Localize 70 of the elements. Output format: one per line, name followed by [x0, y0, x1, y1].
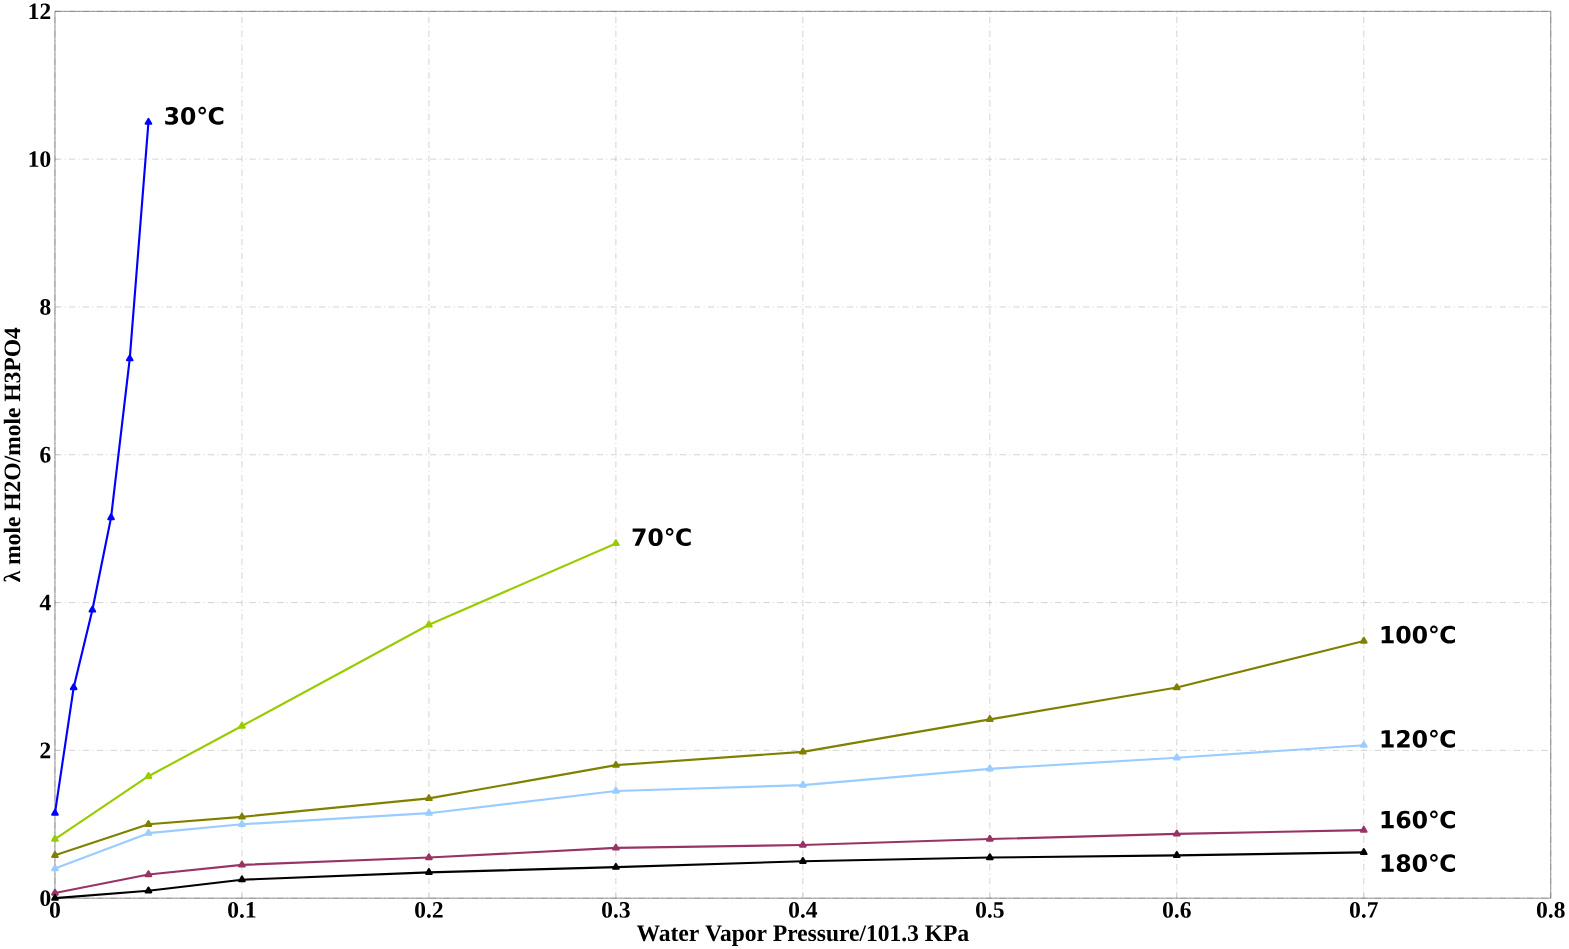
- point: [51, 893, 59, 901]
- point: [144, 117, 153, 125]
- x-tick-label: 0.2: [415, 901, 443, 918]
- point: [107, 513, 115, 521]
- point: [238, 812, 246, 820]
- point: [799, 780, 807, 788]
- point: [144, 771, 153, 779]
- point: [799, 840, 807, 848]
- point: [1359, 825, 1368, 833]
- point: [612, 760, 620, 768]
- point: [238, 819, 246, 827]
- point: [425, 808, 433, 816]
- point: [425, 620, 433, 628]
- point: [238, 721, 246, 729]
- series-label: 180℃: [1381, 853, 1455, 872]
- point: [238, 860, 246, 868]
- y-tick-label: 8: [40, 298, 51, 315]
- point: [425, 793, 433, 801]
- point: [425, 853, 433, 860]
- point: [1172, 753, 1181, 761]
- series-label: 70℃: [632, 527, 691, 546]
- point: [51, 864, 59, 872]
- point: [799, 747, 807, 755]
- point: [612, 538, 620, 546]
- point: [1359, 740, 1368, 748]
- x-tick-label: 0.1: [228, 901, 256, 918]
- y-tick-label: 0: [40, 890, 51, 906]
- point: [985, 834, 994, 842]
- point: [425, 867, 433, 875]
- point: [985, 764, 994, 772]
- point: [144, 886, 153, 894]
- point: [51, 850, 59, 858]
- point: [612, 786, 620, 794]
- x-tick-label: 0.7: [1349, 901, 1378, 918]
- series-label: 100℃: [1381, 625, 1455, 644]
- point: [69, 683, 78, 691]
- point: [612, 862, 620, 870]
- point: [51, 834, 59, 842]
- y-tick-label: 12: [29, 3, 51, 19]
- point: [88, 605, 97, 613]
- x-axis-title: Water Vapor Pressure/101.3 KPa: [636, 925, 969, 946]
- point: [985, 714, 994, 722]
- point: [1359, 847, 1368, 855]
- x-tick-label: 0.3: [602, 901, 630, 918]
- point: [125, 354, 134, 362]
- x-tick-label: 0.6: [1163, 901, 1191, 918]
- point: [799, 856, 807, 864]
- y-tick-label: 2: [40, 742, 51, 758]
- point: [144, 819, 153, 827]
- series-label: 160℃: [1381, 810, 1455, 829]
- y-tick-label: 10: [29, 150, 51, 167]
- y-axis-title: λ mole H2O/mole H3PO4: [3, 327, 21, 582]
- point: [51, 888, 59, 896]
- x-tick-label: 0.8: [1536, 901, 1565, 918]
- x-tick-label: 0.5: [976, 901, 1004, 918]
- series-label: 30℃: [165, 106, 224, 125]
- series-label: 120℃: [1381, 729, 1455, 748]
- point: [985, 853, 994, 860]
- y-tick-label: 4: [39, 594, 51, 611]
- point: [238, 875, 246, 883]
- x-tick-label: 0.4: [789, 901, 818, 918]
- point: [1359, 636, 1368, 644]
- point: [612, 843, 620, 851]
- point: [1172, 829, 1181, 837]
- y-tick-label: 6: [40, 446, 51, 463]
- point: [1172, 850, 1181, 858]
- point: [144, 870, 153, 877]
- point: [144, 828, 153, 836]
- point: [51, 808, 59, 816]
- point: [1172, 683, 1181, 691]
